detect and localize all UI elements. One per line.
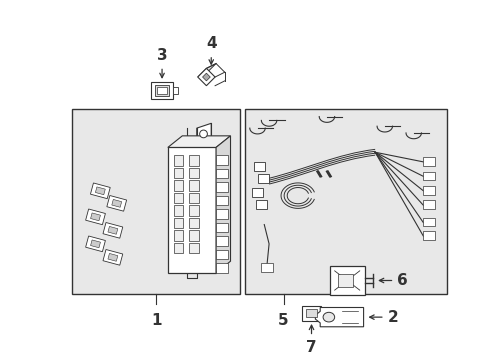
Polygon shape — [90, 183, 110, 199]
Text: 1: 1 — [151, 313, 161, 328]
Polygon shape — [112, 199, 122, 207]
Bar — [216, 249, 227, 259]
Bar — [255, 201, 266, 209]
Polygon shape — [107, 195, 126, 211]
Polygon shape — [103, 222, 122, 238]
Polygon shape — [85, 236, 105, 252]
Bar — [157, 87, 166, 94]
Bar — [257, 175, 268, 183]
Bar — [189, 230, 198, 241]
Bar — [173, 230, 183, 241]
Polygon shape — [95, 187, 105, 195]
Text: 2: 2 — [387, 310, 398, 325]
Bar — [423, 201, 434, 209]
Bar — [173, 193, 183, 203]
Bar — [216, 263, 227, 273]
Bar — [216, 209, 227, 219]
Polygon shape — [167, 136, 230, 148]
Bar — [72, 109, 240, 294]
Polygon shape — [197, 68, 215, 86]
Polygon shape — [315, 307, 363, 327]
Polygon shape — [90, 213, 100, 221]
Bar — [423, 186, 434, 195]
Bar — [244, 109, 447, 294]
Bar — [173, 218, 183, 229]
Bar — [189, 155, 198, 166]
Ellipse shape — [323, 312, 334, 322]
Bar — [253, 162, 264, 171]
Bar — [251, 188, 263, 197]
Bar — [216, 182, 227, 192]
Circle shape — [199, 130, 207, 138]
Bar — [337, 274, 352, 287]
Polygon shape — [216, 136, 230, 273]
Bar — [151, 82, 172, 99]
Bar — [167, 148, 216, 273]
Bar — [305, 310, 317, 317]
Text: 5: 5 — [278, 313, 288, 328]
Bar — [216, 168, 227, 178]
Bar — [423, 157, 434, 166]
Text: 3: 3 — [157, 48, 167, 63]
Bar — [173, 155, 183, 166]
Bar — [216, 236, 227, 246]
Bar — [189, 205, 198, 216]
Bar — [189, 193, 198, 203]
Polygon shape — [197, 63, 216, 77]
Polygon shape — [90, 240, 100, 248]
Bar — [301, 306, 321, 321]
Bar — [173, 243, 183, 253]
Bar — [189, 168, 198, 178]
Bar — [173, 180, 183, 191]
Bar — [423, 218, 434, 226]
Bar — [216, 222, 227, 232]
Bar — [189, 180, 198, 191]
Bar — [189, 218, 198, 229]
Text: 6: 6 — [397, 273, 407, 288]
Bar — [216, 195, 227, 205]
Polygon shape — [108, 226, 118, 234]
Bar — [155, 85, 168, 96]
Polygon shape — [103, 249, 122, 265]
Bar — [423, 171, 434, 180]
Text: 7: 7 — [305, 340, 316, 355]
Bar — [189, 243, 198, 253]
Bar — [173, 168, 183, 178]
Text: 4: 4 — [205, 36, 216, 51]
Polygon shape — [196, 123, 211, 148]
Bar — [423, 231, 434, 240]
Polygon shape — [202, 73, 210, 81]
Polygon shape — [85, 209, 105, 225]
Bar — [329, 266, 364, 295]
Bar — [173, 205, 183, 216]
Bar — [216, 155, 227, 165]
Polygon shape — [108, 253, 118, 261]
Bar — [261, 263, 272, 272]
Bar — [172, 87, 178, 94]
